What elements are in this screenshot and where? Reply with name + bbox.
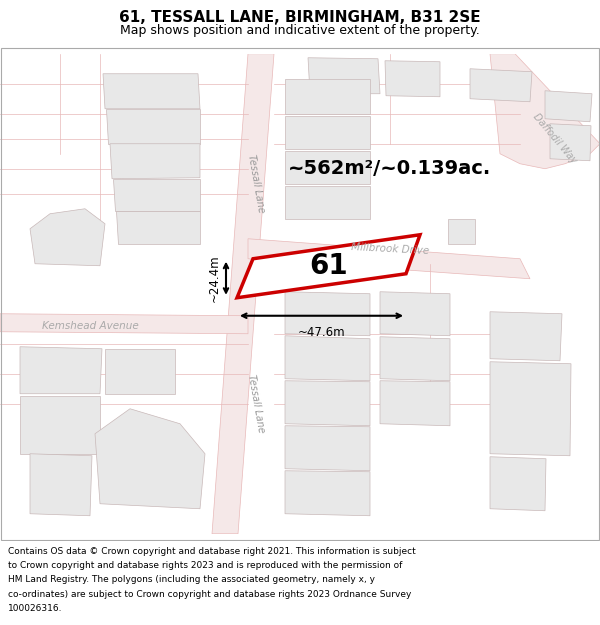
- Polygon shape: [380, 337, 450, 381]
- Polygon shape: [0, 314, 248, 334]
- Text: Daffodil Way: Daffodil Way: [531, 112, 579, 166]
- Polygon shape: [20, 347, 102, 394]
- Text: Map shows position and indicative extent of the property.: Map shows position and indicative extent…: [120, 24, 480, 36]
- Polygon shape: [285, 381, 370, 426]
- Polygon shape: [380, 381, 450, 426]
- Text: ~24.4m: ~24.4m: [208, 254, 221, 302]
- Text: 61: 61: [310, 253, 349, 280]
- Polygon shape: [448, 219, 475, 244]
- Text: Contains OS data © Crown copyright and database right 2021. This information is : Contains OS data © Crown copyright and d…: [8, 546, 416, 556]
- Text: ~562m²/~0.139ac.: ~562m²/~0.139ac.: [289, 159, 491, 178]
- Polygon shape: [490, 362, 571, 456]
- Polygon shape: [110, 144, 200, 179]
- Text: Millbrook Drive: Millbrook Drive: [351, 242, 429, 256]
- Text: HM Land Registry. The polygons (including the associated geometry, namely x, y: HM Land Registry. The polygons (includin…: [8, 575, 375, 584]
- Text: to Crown copyright and database rights 2023 and is reproduced with the permissio: to Crown copyright and database rights 2…: [8, 561, 402, 570]
- Text: Kemshead Avenue: Kemshead Avenue: [41, 321, 139, 331]
- Text: ~47.6m: ~47.6m: [298, 326, 346, 339]
- Polygon shape: [285, 116, 370, 149]
- Text: co-ordinates) are subject to Crown copyright and database rights 2023 Ordnance S: co-ordinates) are subject to Crown copyr…: [8, 589, 411, 599]
- Text: Tessall Lane: Tessall Lane: [246, 374, 266, 434]
- Text: Tessall Lane: Tessall Lane: [246, 154, 266, 214]
- Polygon shape: [103, 74, 200, 109]
- Polygon shape: [308, 58, 380, 94]
- Polygon shape: [237, 235, 420, 298]
- Polygon shape: [490, 312, 562, 361]
- Polygon shape: [285, 471, 370, 516]
- Polygon shape: [106, 109, 200, 144]
- Polygon shape: [113, 179, 200, 211]
- Polygon shape: [550, 124, 591, 161]
- Polygon shape: [385, 61, 440, 97]
- Polygon shape: [470, 69, 532, 102]
- Polygon shape: [285, 186, 370, 219]
- Polygon shape: [95, 409, 205, 509]
- Polygon shape: [30, 454, 92, 516]
- Polygon shape: [285, 426, 370, 471]
- Polygon shape: [285, 292, 370, 336]
- Polygon shape: [285, 336, 370, 381]
- Polygon shape: [490, 54, 600, 169]
- Polygon shape: [20, 396, 100, 454]
- Polygon shape: [545, 91, 592, 122]
- Text: 100026316.: 100026316.: [8, 604, 62, 613]
- Polygon shape: [490, 457, 546, 511]
- Polygon shape: [30, 209, 105, 266]
- Polygon shape: [248, 239, 530, 279]
- Text: 61, TESSALL LANE, BIRMINGHAM, B31 2SE: 61, TESSALL LANE, BIRMINGHAM, B31 2SE: [119, 10, 481, 25]
- Polygon shape: [105, 349, 175, 394]
- Polygon shape: [285, 79, 370, 114]
- Polygon shape: [285, 151, 370, 184]
- Polygon shape: [116, 211, 200, 244]
- Polygon shape: [212, 54, 274, 534]
- Polygon shape: [380, 292, 450, 336]
